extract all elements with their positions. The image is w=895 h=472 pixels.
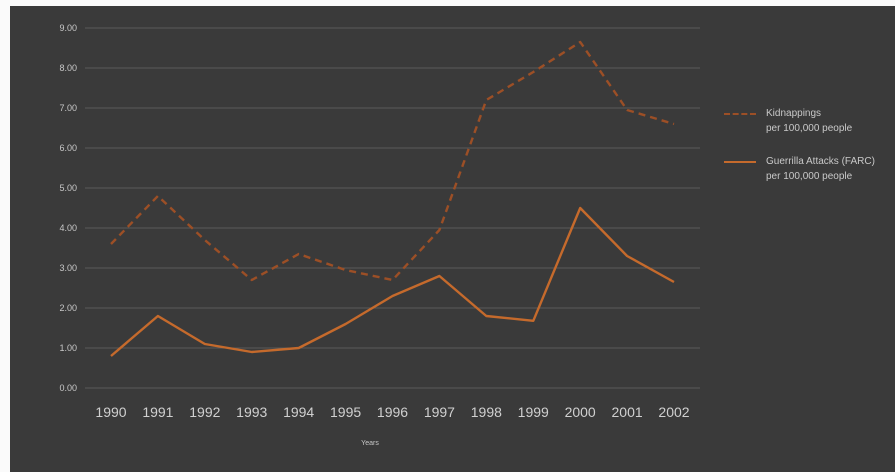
y-tick-label: 7.00 xyxy=(59,103,77,113)
x-tick-label: 1990 xyxy=(95,404,126,420)
y-axis-ticks: 0.00 1.00 2.00 3.00 4.00 5.00 6.00 7.00 8.00 9.00 xyxy=(59,23,77,393)
x-tick-label: 1999 xyxy=(518,404,549,420)
y-tick-label: 5.00 xyxy=(59,183,77,193)
x-tick-label: 2000 xyxy=(565,404,596,420)
y-tick-label: 0.00 xyxy=(59,383,77,393)
y-tick-label: 3.00 xyxy=(59,263,77,273)
x-tick-label: 2001 xyxy=(612,404,643,420)
x-tick-label: 1991 xyxy=(142,404,173,420)
legend-swatch-dashed xyxy=(724,113,756,115)
y-tick-label: 2.00 xyxy=(59,303,77,313)
legend-label-line1: Kidnappings xyxy=(766,108,822,119)
y-tick-label: 9.00 xyxy=(59,23,77,33)
chart-panel: 0.00 1.00 2.00 3.00 4.00 5.00 6.00 7.00 8.00 9.00… xyxy=(10,6,895,472)
x-tick-label: 1994 xyxy=(283,404,314,420)
x-tick-label: 1996 xyxy=(377,404,408,420)
y-tick-label: 1.00 xyxy=(59,343,77,353)
legend: Kidnappings per 100,000 people Guerrilla… xyxy=(710,106,895,202)
x-tick-label: 1992 xyxy=(189,404,220,420)
legend-label-line2: per 100,000 people xyxy=(766,171,853,182)
legend-label-line2: per 100,000 people xyxy=(766,123,853,134)
x-tick-label: 1997 xyxy=(424,404,455,420)
series-line-guerrilla-attacks xyxy=(110,206,675,357)
x-tick-label: 2002 xyxy=(658,404,689,420)
legend-label-line1: Guerrilla Attacks (FARC) xyxy=(766,156,875,167)
x-tick-label: 1993 xyxy=(236,404,267,420)
y-tick-label: 6.00 xyxy=(59,143,77,153)
line-chart: 0.00 1.00 2.00 3.00 4.00 5.00 6.00 7.00 8.00 9.00… xyxy=(59,23,700,420)
x-tick-label: 1995 xyxy=(330,404,361,420)
x-axis-title: Years xyxy=(361,440,379,447)
gridlines xyxy=(85,27,700,389)
y-tick-label: 4.00 xyxy=(59,223,77,233)
x-axis-ticks: 1990 1991 1992 1993 1994 1995 1996 1997 1998 1999… xyxy=(95,404,689,420)
legend-item-kidnappings: Kidnappings per 100,000 people xyxy=(710,106,895,136)
x-tick-label: 1998 xyxy=(471,404,502,420)
legend-swatch-solid xyxy=(724,161,756,163)
series-lines xyxy=(110,40,675,357)
legend-item-guerrilla-attacks: Guerrilla Attacks (FARC) per 100,000 peo… xyxy=(710,154,895,184)
y-tick-label: 8.00 xyxy=(59,63,77,73)
series-line-kidnappings xyxy=(110,40,675,282)
